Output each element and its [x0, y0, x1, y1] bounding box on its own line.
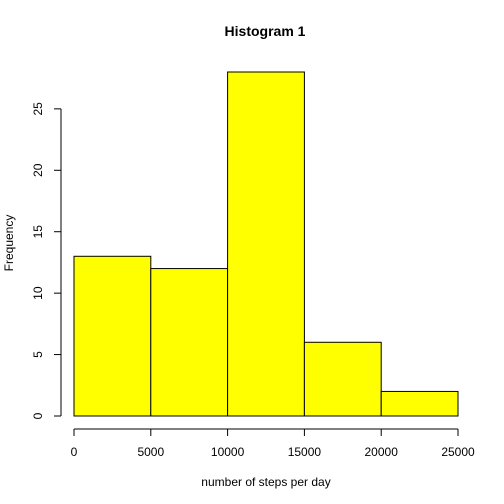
histogram-bar	[73, 255, 152, 417]
x-tick-label: 0	[71, 445, 78, 459]
x-tick-label: 10000	[211, 445, 245, 459]
histogram-bar	[227, 71, 305, 417]
y-tick-label: 5	[31, 351, 45, 358]
y-tick-label: 25	[31, 102, 45, 116]
x-tick-label: 5000	[137, 445, 164, 459]
x-axis-label: number of steps per day	[201, 475, 330, 489]
x-tick-label: 20000	[365, 445, 399, 459]
y-axis: 0 5 10 15 20 25	[31, 102, 62, 419]
x-axis: 0 5000 10000 15000 20000 25000	[71, 428, 475, 459]
bars-group	[73, 71, 459, 417]
histogram-bar	[150, 268, 229, 417]
x-tick-label: 15000	[288, 445, 322, 459]
y-tick-label: 0	[31, 412, 45, 419]
y-tick-label: 20	[31, 163, 45, 177]
histogram-bar	[303, 341, 382, 417]
histogram-bar	[380, 390, 459, 417]
y-tick-label: 15	[31, 225, 45, 239]
x-tick-label: 25000	[441, 445, 475, 459]
y-tick-label: 10	[31, 286, 45, 300]
chart-title: Histogram 1	[225, 23, 306, 39]
y-axis-label: Frequency	[2, 215, 16, 272]
